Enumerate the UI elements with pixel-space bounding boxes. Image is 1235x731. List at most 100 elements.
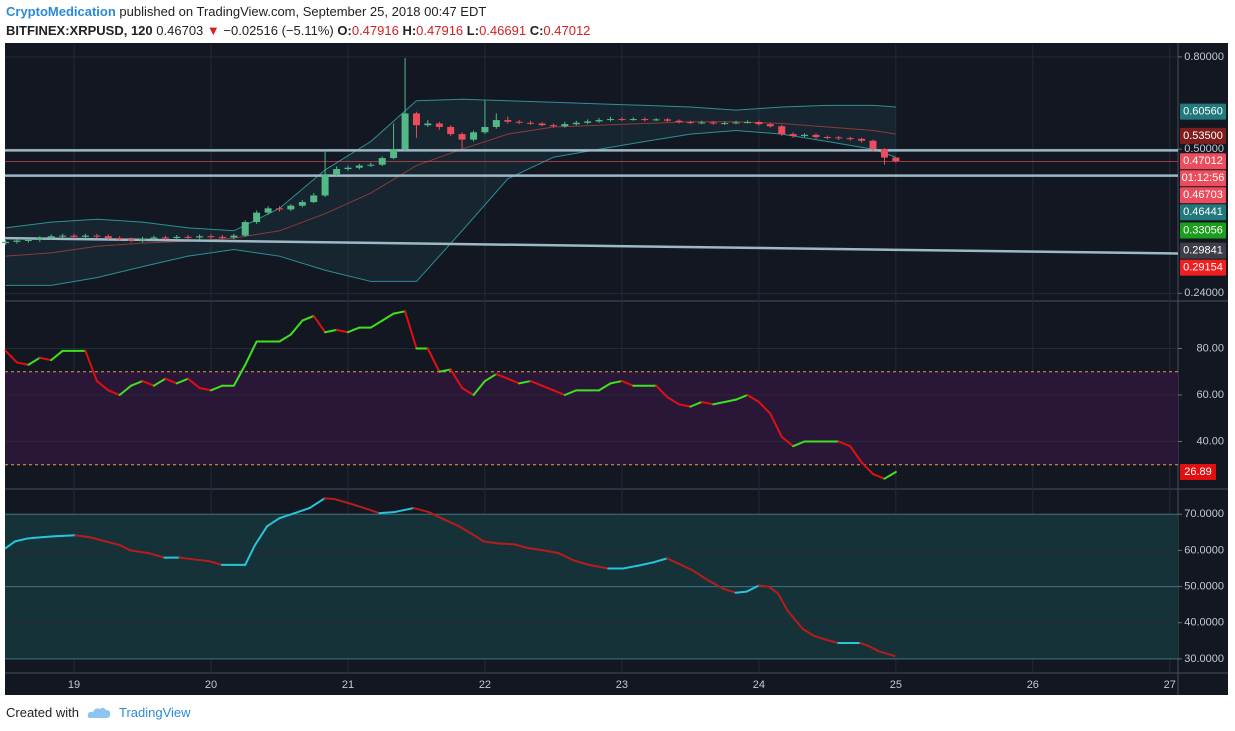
indicator-segment xyxy=(335,328,349,334)
indicator-segment xyxy=(678,403,692,408)
trend-line xyxy=(4,236,1179,255)
candle-body xyxy=(698,122,706,124)
indicator-segment xyxy=(745,584,760,593)
candle-body xyxy=(253,212,261,223)
candle-body xyxy=(812,134,820,138)
candle-body xyxy=(424,123,432,126)
indicator-segment xyxy=(244,340,258,366)
candle-body xyxy=(835,137,843,139)
high-label: H: xyxy=(402,23,417,38)
indicator-segment xyxy=(95,380,110,392)
indicator-segment xyxy=(812,634,827,641)
indicator-segment xyxy=(495,373,509,380)
close-value: 0.47012 xyxy=(543,23,591,38)
indicator-segment xyxy=(801,627,815,637)
candle-body xyxy=(13,240,21,242)
candle-body xyxy=(207,236,215,238)
candle-body xyxy=(298,202,306,206)
candle-body xyxy=(196,236,204,238)
candle-body xyxy=(515,121,523,123)
candle-body xyxy=(173,236,181,239)
indicator-segment xyxy=(208,560,223,566)
price-label-box xyxy=(1180,187,1226,204)
indicator-segment xyxy=(746,394,760,403)
indicator-segment xyxy=(426,347,441,373)
x-tick-label: 21 xyxy=(342,679,354,691)
indicator-segment xyxy=(622,564,640,570)
indicator-segment xyxy=(104,540,122,547)
price-label: 01:12:56 xyxy=(1182,172,1225,184)
y-tick-label: 0.24000 xyxy=(1184,287,1224,299)
indicator-segment xyxy=(193,558,211,563)
author[interactable]: CryptoMedication xyxy=(6,4,116,19)
candle-body xyxy=(880,149,888,158)
price-label: 0.29154 xyxy=(1183,261,1223,273)
indicator-segment xyxy=(824,638,840,644)
indicator-segment xyxy=(289,319,304,336)
candle-body xyxy=(652,119,660,121)
x-tick-label: 27 xyxy=(1164,679,1176,691)
indicator-segment xyxy=(198,387,213,392)
y-tick-label: 30.0000 xyxy=(1184,653,1224,665)
indicator-segment xyxy=(860,461,874,476)
indicator-segment xyxy=(278,333,292,343)
candle-body xyxy=(721,123,729,125)
candle-body xyxy=(858,138,866,141)
candle-body xyxy=(150,237,158,239)
x-tick-label: 23 xyxy=(616,679,628,691)
indicator-segment xyxy=(877,649,896,658)
indicator-segment xyxy=(392,310,407,315)
indicator-segment xyxy=(769,412,783,438)
candle-body xyxy=(766,124,774,127)
indicator-segment xyxy=(472,534,485,543)
candle-body xyxy=(675,120,683,123)
indicator-segment xyxy=(483,373,498,383)
indicator-segment xyxy=(786,609,804,630)
brand[interactable]: TradingView xyxy=(118,705,191,720)
indicator-segment xyxy=(346,326,361,334)
candle-body xyxy=(629,119,637,121)
candle-body xyxy=(800,134,808,136)
indicator-segment xyxy=(472,380,486,396)
change: −0.02516 (−5.11%) xyxy=(223,23,334,38)
indicator-segment xyxy=(557,552,575,562)
indicator-segment xyxy=(449,368,464,390)
indicator-segment xyxy=(393,507,415,514)
candle-body xyxy=(2,241,10,244)
price-label-box xyxy=(1180,222,1226,239)
indicator-segment xyxy=(164,377,178,385)
indicator-segment xyxy=(859,641,870,647)
symbol-line: BITFINEX:XRPUSD, 120 0.46703 ▼ −0.02516 … xyxy=(6,21,590,40)
candle-body xyxy=(561,124,569,127)
candle-body xyxy=(755,122,763,125)
candle-body xyxy=(275,208,283,210)
indicator-segment xyxy=(518,380,532,385)
indicator-segment xyxy=(107,389,121,396)
indicator-segment xyxy=(506,377,521,385)
candle-body xyxy=(538,123,546,126)
indicator-segment xyxy=(512,543,530,550)
candle-body xyxy=(184,236,192,238)
indicator-segment xyxy=(381,312,395,322)
y-tick-label: 60.00 xyxy=(1196,389,1224,401)
candle-body xyxy=(59,235,67,237)
indicator-segment xyxy=(14,537,29,543)
indicator-segment xyxy=(734,590,748,594)
price-label-box xyxy=(1180,103,1226,120)
indicator-segment xyxy=(780,435,795,448)
indicator-segment xyxy=(178,556,196,561)
candle-body xyxy=(470,132,478,140)
indicator-segment xyxy=(175,377,190,385)
y-tick-label: 70.0000 xyxy=(1184,508,1224,520)
indicator-segment xyxy=(620,380,635,387)
candle-body xyxy=(744,122,752,124)
candle-body xyxy=(390,149,398,159)
candle-body xyxy=(93,235,101,237)
indicator-segment xyxy=(333,498,351,505)
indicator-segment xyxy=(777,592,789,612)
candle-body xyxy=(264,208,272,213)
candle-body xyxy=(355,165,363,168)
indicator-segment xyxy=(552,389,566,396)
